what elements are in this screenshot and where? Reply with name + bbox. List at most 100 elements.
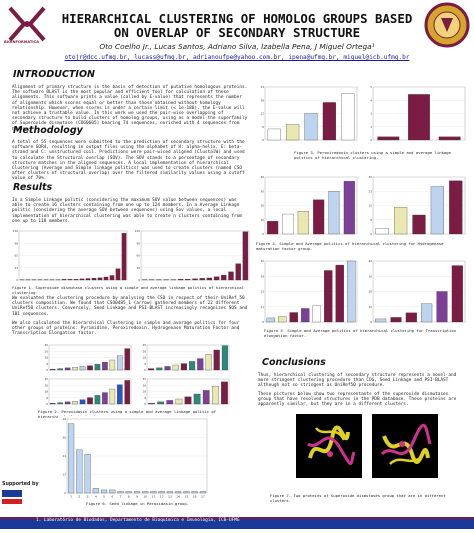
introduction-heading: INTRODUCTION <box>13 69 95 80</box>
y-tick-label: 30 <box>136 266 140 270</box>
y-tick-label: 20 <box>260 204 264 208</box>
y-tick-label: 35 <box>142 343 146 347</box>
bar <box>344 181 355 234</box>
bar <box>178 279 183 280</box>
y-tick-label: 35 <box>44 343 48 347</box>
bar <box>421 304 432 322</box>
y-tick-label: 45 <box>260 259 264 263</box>
bar <box>126 491 132 493</box>
y-tick-label: 90 <box>136 241 140 245</box>
bar <box>378 137 399 140</box>
bar <box>173 365 179 370</box>
bar <box>236 264 241 280</box>
bar <box>109 490 115 493</box>
bar <box>148 403 154 404</box>
bar <box>148 369 154 370</box>
x-tick-label: 1 <box>70 495 72 499</box>
bar <box>95 364 100 370</box>
x-tick-label: 11 <box>152 495 156 499</box>
bar <box>104 277 108 280</box>
bar <box>176 399 182 404</box>
y-tick-label: 15 <box>368 204 372 208</box>
bar <box>125 349 130 370</box>
bar <box>298 211 309 234</box>
y-tick-label: 0 <box>262 320 264 324</box>
bar <box>313 306 321 322</box>
bar <box>214 350 220 370</box>
y-tick-label: 40 <box>368 259 372 263</box>
bar <box>87 366 92 370</box>
fig7-caption: Figure 7. Two proteins of Superoxide dis… <box>270 494 466 503</box>
bar <box>175 491 181 493</box>
x-tick-label: 12 <box>160 495 164 499</box>
bar <box>102 393 107 404</box>
bar <box>85 454 91 493</box>
bar <box>192 491 198 493</box>
bar <box>341 94 354 140</box>
y-tick-label: 8 <box>370 218 372 222</box>
bar <box>437 292 448 323</box>
y-tick-label: 0 <box>46 402 48 406</box>
bar <box>125 380 130 404</box>
bar <box>110 275 114 280</box>
bar <box>185 397 191 404</box>
author-emails[interactable]: otojr@dcc.ufmg.br, lucass@ufmg.br, adria… <box>36 54 438 61</box>
y-tick-label: 0 <box>370 138 372 142</box>
bar <box>243 232 248 280</box>
results-text-2: We evaluated the clustering procedure by… <box>12 296 248 317</box>
bar <box>212 386 218 404</box>
y-tick-label: 9 <box>46 362 48 366</box>
y-tick-label: 23 <box>368 189 372 193</box>
y-tick-label: 98 <box>14 241 18 245</box>
bar <box>134 491 140 493</box>
y-tick-label: 1 <box>370 125 372 129</box>
y-tick-label: 35 <box>44 377 48 381</box>
fig6-caption: Figure 6. Seed linkage in Peroxidasin gr… <box>86 502 206 507</box>
sponsor-logo-2 <box>2 499 22 504</box>
bar <box>65 368 70 370</box>
y-tick-label: 11 <box>260 305 264 309</box>
y-tick-label: 18 <box>260 98 264 102</box>
x-tick-label: 7 <box>120 495 122 499</box>
y-tick-label: 0 <box>16 278 18 282</box>
bar <box>156 368 162 370</box>
bar <box>58 403 63 404</box>
y-tick-label: 6 <box>262 125 264 129</box>
bar <box>93 488 99 493</box>
bar <box>408 94 429 140</box>
y-tick-label: 26 <box>142 383 146 387</box>
bar <box>221 382 227 404</box>
bar <box>203 390 209 404</box>
y-tick-label: 36 <box>62 436 66 440</box>
x-tick-label: 16 <box>193 495 197 499</box>
y-tick-label: 0 <box>370 320 372 324</box>
bar <box>72 367 77 370</box>
bar <box>336 265 344 322</box>
bar <box>347 261 355 322</box>
bar <box>74 279 78 280</box>
bar <box>110 389 115 404</box>
bar <box>200 278 205 280</box>
y-tick-label: 12 <box>62 473 66 477</box>
conclusions-text-1: Thus, hierarchical clustering of seconda… <box>258 373 464 389</box>
bar <box>301 308 309 322</box>
bar <box>50 369 55 370</box>
y-tick-label: 30 <box>260 189 264 193</box>
y-tick-label: 0 <box>64 491 66 495</box>
bar <box>184 491 190 493</box>
bar <box>118 491 124 493</box>
bar <box>200 491 206 493</box>
y-tick-label: 26 <box>142 349 146 353</box>
methodology-text: A total of 55 sequences were submitted t… <box>12 140 248 182</box>
y-tick-label: 30 <box>368 175 372 179</box>
fig1-caption: Figure 1. Superoxide dismutase clusters … <box>12 286 250 295</box>
y-tick-label: 30 <box>368 274 372 278</box>
x-tick-label: 2 <box>78 495 80 499</box>
bar <box>110 360 115 370</box>
x-tick-label: 14 <box>176 495 180 499</box>
